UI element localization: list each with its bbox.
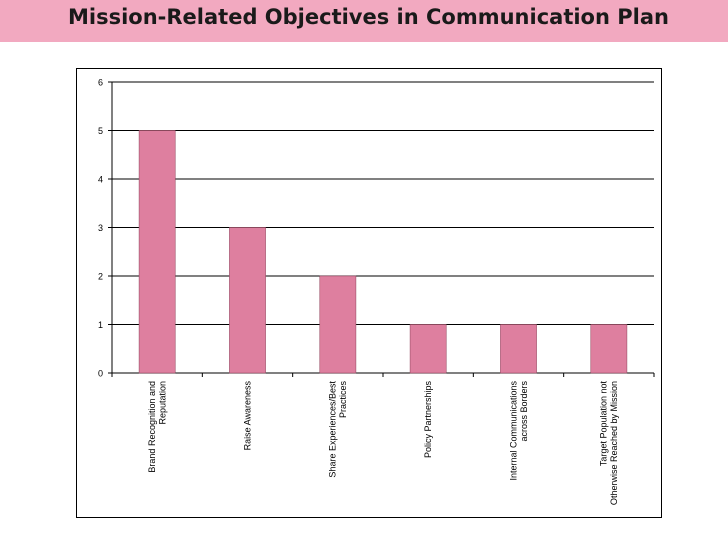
y-tick-label: 6 [98, 78, 103, 88]
bar [409, 324, 447, 374]
x-tick-label-line: Policy Partnerships [423, 381, 433, 459]
y-tick-label: 4 [98, 175, 103, 185]
x-tick-label-line: Internal Communications [508, 381, 518, 481]
x-tick-label: Target Population notOtherwise Reached b… [599, 381, 620, 506]
slide-title: Mission-Related Objectives in Communicat… [68, 5, 669, 29]
bar [138, 130, 176, 374]
x-tick-label-line: Raise Awareness [243, 381, 253, 451]
x-tick-label: Policy Partnerships [423, 381, 433, 459]
y-tick-label: 0 [98, 369, 103, 379]
y-tick-label: 5 [98, 126, 103, 136]
x-tick-label-line: Reputation [157, 381, 167, 425]
y-tick-label: 1 [98, 320, 103, 330]
x-tick-label: Brand Recognition andReputation [147, 381, 168, 473]
x-tick-label-line: across Borders [519, 381, 529, 442]
x-tick-label-line: Share Experiences/Best [328, 381, 338, 478]
chart-frame [76, 68, 662, 518]
bar [319, 275, 357, 374]
y-tick-label: 3 [98, 223, 103, 233]
x-tick-label-line: Otherwise Reached by Mission [609, 381, 619, 505]
bar [500, 324, 537, 374]
bar [229, 227, 266, 374]
x-tick-label: Internal Communicationsacross Borders [508, 381, 529, 481]
x-tick-label-line: Practices [338, 381, 348, 419]
x-tick-label-line: Target Population not [599, 381, 609, 467]
x-tick-label: Raise Awareness [243, 381, 253, 451]
x-tick-label-line: Brand Recognition and [147, 381, 157, 473]
title-band: Mission-Related Objectives in Communicat… [0, 0, 728, 42]
x-tick-label: Share Experiences/BestPractices [328, 381, 349, 478]
y-tick-label: 2 [98, 272, 103, 282]
bar [590, 324, 628, 374]
